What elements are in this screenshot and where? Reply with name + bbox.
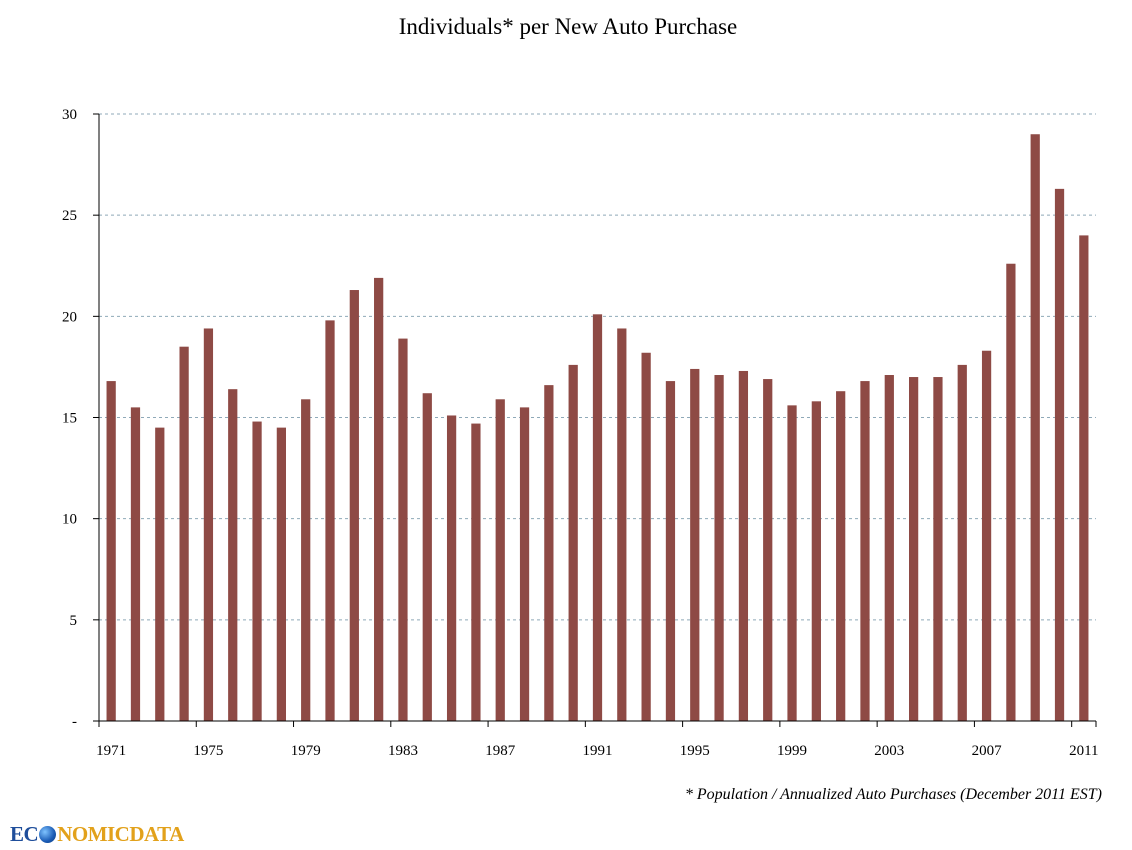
bar-1973 — [155, 427, 165, 721]
y-tick-label: 30 — [62, 107, 77, 123]
bar-1992 — [617, 328, 627, 721]
bar-2005 — [933, 377, 943, 721]
x-tick-label: 1975 — [193, 743, 223, 759]
y-tick-labels: - 5 10 15 20 25 30 — [62, 107, 77, 730]
logo-text-part2: NOMICDATA — [57, 822, 184, 846]
bar-1981 — [349, 290, 359, 721]
y-tick-label: - — [72, 714, 77, 730]
x-tick-label: 1987 — [485, 743, 516, 759]
bar-2009 — [1030, 134, 1040, 721]
bar-1971 — [106, 381, 116, 721]
economicdata-logo[interactable]: EC NOMICDATA — [10, 822, 184, 847]
bar-1982 — [374, 277, 384, 721]
bar-1987 — [495, 399, 505, 721]
y-tick-label: 10 — [62, 512, 77, 528]
x-tick-label: 1999 — [777, 743, 807, 759]
bar-1976 — [228, 389, 238, 721]
bar-1995 — [690, 368, 700, 721]
bar-2011 — [1079, 235, 1089, 721]
bar-1980 — [325, 320, 335, 721]
bar-2010 — [1054, 188, 1065, 721]
x-tick-label: 1983 — [388, 743, 418, 759]
bar-1990 — [568, 364, 578, 721]
bar-1999 — [787, 405, 797, 721]
y-tick-label: 5 — [70, 613, 78, 629]
bar-1972 — [130, 407, 141, 721]
bar-1977 — [252, 421, 262, 721]
bar-2008 — [1006, 263, 1016, 721]
bar-1984 — [422, 393, 432, 721]
x-tick-label: 1979 — [291, 743, 321, 759]
y-tick-label: 15 — [62, 411, 77, 427]
bar-1993 — [641, 352, 651, 721]
axes — [93, 113, 1097, 727]
bar-1983 — [398, 338, 408, 721]
bar-2001 — [836, 391, 846, 721]
bar-2007 — [981, 350, 992, 721]
bar-1989 — [544, 385, 554, 721]
x-tick-label: 1991 — [583, 743, 613, 759]
y-tick-label: 20 — [62, 309, 77, 325]
logo-text-part1: EC — [10, 822, 39, 846]
x-tick-label: 2003 — [874, 743, 904, 759]
x-tick-label: 1971 — [96, 743, 126, 759]
bar-1975 — [203, 328, 214, 721]
x-tick-label: 2011 — [1069, 743, 1098, 759]
bar-1978 — [276, 427, 286, 721]
bar-1997 — [738, 370, 749, 721]
x-tick-label: 2007 — [972, 743, 1003, 759]
bar-1998 — [763, 379, 773, 721]
bar-1996 — [714, 375, 724, 721]
bars — [106, 134, 1089, 721]
bar-1979 — [301, 399, 311, 721]
bar-2000 — [811, 401, 821, 721]
globe-icon — [39, 826, 57, 843]
x-tick-labels: 1971 1975 1979 1983 1987 1991 1995 1999 2003 2007… — [96, 743, 1098, 759]
bar-2006 — [957, 364, 967, 721]
bar-1974 — [179, 346, 189, 721]
bar-1986 — [471, 423, 481, 721]
bar-2003 — [884, 375, 894, 721]
y-tick-label: 25 — [62, 208, 77, 224]
bar-1994 — [665, 381, 676, 721]
bar-2002 — [860, 381, 870, 721]
bar-1991 — [592, 314, 603, 721]
chart-title: Individuals* per New Auto Purchase — [399, 14, 738, 39]
footnote: * Population / Annualized Auto Purchases… — [684, 786, 1102, 803]
bar-1985 — [446, 415, 457, 721]
x-tick-label: 1995 — [680, 743, 710, 759]
bar-1988 — [519, 407, 530, 721]
bar-2004 — [909, 377, 919, 721]
